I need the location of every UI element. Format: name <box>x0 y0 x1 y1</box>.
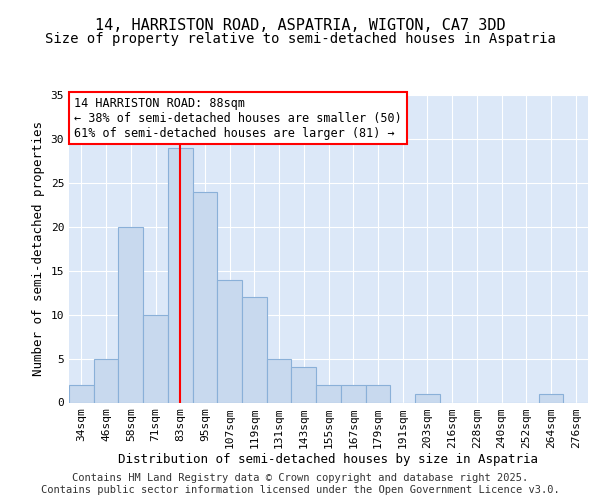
Bar <box>143 314 168 402</box>
Bar <box>193 192 217 402</box>
Bar <box>365 385 390 402</box>
Bar <box>316 385 341 402</box>
Text: 14, HARRISTON ROAD, ASPATRIA, WIGTON, CA7 3DD: 14, HARRISTON ROAD, ASPATRIA, WIGTON, CA… <box>95 18 505 32</box>
Bar <box>168 148 193 402</box>
Y-axis label: Number of semi-detached properties: Number of semi-detached properties <box>32 121 45 376</box>
Bar <box>415 394 440 402</box>
Bar <box>94 358 118 403</box>
Text: 14 HARRISTON ROAD: 88sqm
← 38% of semi-detached houses are smaller (50)
61% of s: 14 HARRISTON ROAD: 88sqm ← 38% of semi-d… <box>74 96 402 140</box>
Bar <box>118 227 143 402</box>
Bar <box>242 297 267 403</box>
Text: Size of property relative to semi-detached houses in Aspatria: Size of property relative to semi-detach… <box>44 32 556 46</box>
Bar <box>267 358 292 403</box>
Bar <box>539 394 563 402</box>
Bar <box>69 385 94 402</box>
X-axis label: Distribution of semi-detached houses by size in Aspatria: Distribution of semi-detached houses by … <box>119 454 539 466</box>
Bar <box>292 368 316 402</box>
Text: Contains HM Land Registry data © Crown copyright and database right 2025.
Contai: Contains HM Land Registry data © Crown c… <box>41 474 559 495</box>
Bar <box>341 385 365 402</box>
Bar <box>217 280 242 402</box>
